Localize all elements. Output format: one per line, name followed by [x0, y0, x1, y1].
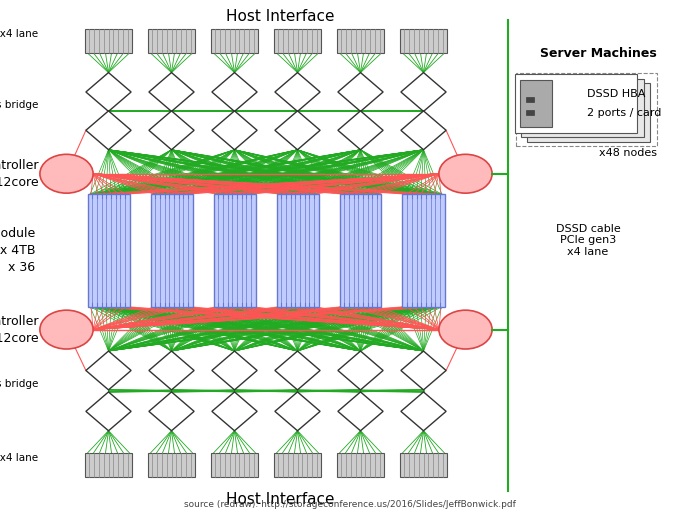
Text: Flash Module
max 4TB
x 36: Flash Module max 4TB x 36 — [0, 227, 35, 274]
Bar — [517, 73, 657, 146]
Bar — [85, 29, 132, 53]
Text: PCIe gen3 x4 lane
48 ports: PCIe gen3 x4 lane 48 ports — [0, 453, 38, 477]
Bar — [528, 83, 650, 142]
Polygon shape — [212, 392, 257, 431]
Bar — [400, 29, 447, 53]
Polygon shape — [212, 111, 257, 150]
Text: PCIe gen3 x4 lane
48 ports: PCIe gen3 x4 lane 48 ports — [0, 29, 38, 53]
Polygon shape — [149, 111, 194, 150]
Bar — [337, 29, 384, 53]
Text: source (redraw): http://storageconference.us/2016/Slides/JeffBonwick.pdf: source (redraw): http://storageconferenc… — [184, 500, 516, 509]
Text: PCIe 64ports bridge
12 chips: PCIe 64ports bridge 12 chips — [0, 379, 38, 403]
Polygon shape — [338, 392, 383, 431]
Text: 2 ports / card: 2 ports / card — [587, 108, 661, 118]
Text: PCIe 64ports bridge
12 chips: PCIe 64ports bridge 12 chips — [0, 100, 38, 123]
Bar — [211, 453, 258, 477]
Polygon shape — [212, 351, 257, 390]
Bar — [148, 453, 195, 477]
Bar — [88, 194, 130, 307]
Bar — [274, 29, 321, 53]
Polygon shape — [275, 351, 320, 390]
Circle shape — [439, 154, 492, 193]
Circle shape — [439, 310, 492, 349]
Text: Controller
Intel 12core: Controller Intel 12core — [0, 159, 38, 189]
Polygon shape — [86, 73, 131, 111]
Bar — [400, 453, 447, 477]
Polygon shape — [401, 111, 446, 150]
Polygon shape — [86, 392, 131, 431]
Bar — [337, 453, 384, 477]
Bar — [514, 74, 637, 133]
Bar — [274, 453, 321, 477]
Bar — [402, 194, 444, 307]
Bar — [148, 29, 195, 53]
Bar — [150, 194, 193, 307]
Circle shape — [40, 154, 93, 193]
Text: x48 nodes: x48 nodes — [599, 148, 657, 158]
Polygon shape — [149, 351, 194, 390]
Polygon shape — [338, 111, 383, 150]
Polygon shape — [86, 111, 131, 150]
Polygon shape — [149, 392, 194, 431]
Polygon shape — [338, 351, 383, 390]
Polygon shape — [275, 392, 320, 431]
Text: DSSD HBA: DSSD HBA — [587, 89, 645, 99]
Polygon shape — [401, 351, 446, 390]
Polygon shape — [401, 392, 446, 431]
Polygon shape — [212, 73, 257, 111]
Bar — [526, 110, 533, 115]
Bar — [85, 453, 132, 477]
Polygon shape — [401, 73, 446, 111]
Bar — [520, 80, 552, 127]
Bar — [211, 29, 258, 53]
Bar — [276, 194, 318, 307]
Polygon shape — [149, 73, 194, 111]
Polygon shape — [86, 351, 131, 390]
Polygon shape — [338, 73, 383, 111]
Bar — [214, 194, 256, 307]
Polygon shape — [275, 73, 320, 111]
Bar — [526, 97, 533, 102]
Text: Server Machines: Server Machines — [540, 47, 657, 60]
Bar — [521, 79, 644, 137]
Text: Host Interface: Host Interface — [225, 9, 335, 24]
Bar — [340, 194, 382, 307]
Text: Controller
Intel 12core: Controller Intel 12core — [0, 315, 38, 344]
Circle shape — [40, 310, 93, 349]
Text: Host Interface: Host Interface — [225, 492, 335, 507]
Polygon shape — [275, 111, 320, 150]
Text: DSSD cable
PCIe gen3
x4 lane: DSSD cable PCIe gen3 x4 lane — [556, 224, 620, 257]
